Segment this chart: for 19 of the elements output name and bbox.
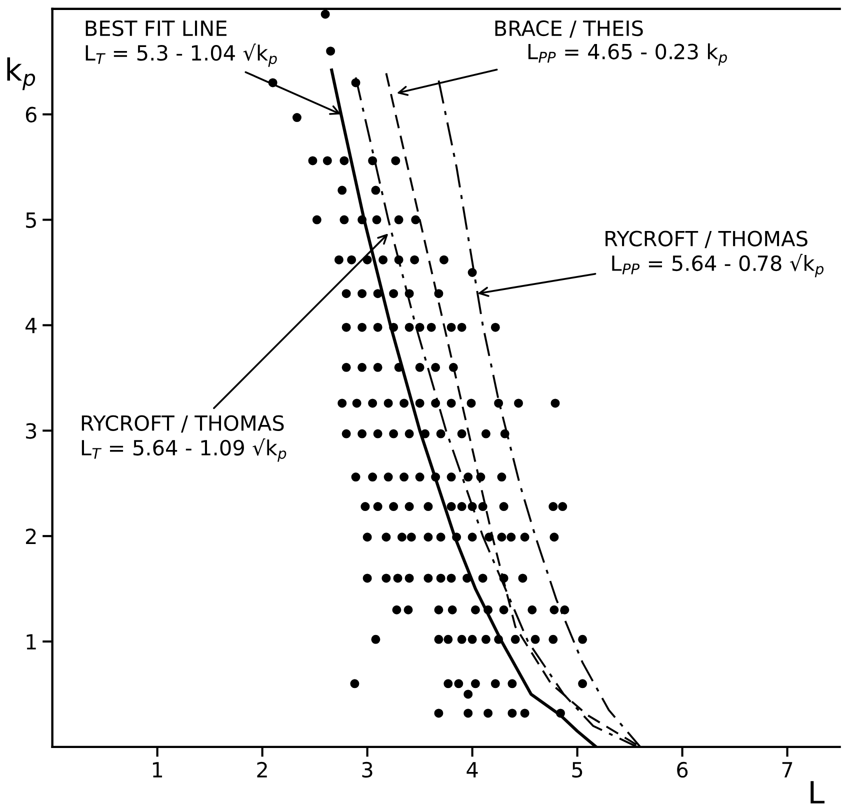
- x-tick-label: 5: [572, 762, 582, 778]
- y-tick-label: 6: [26, 106, 36, 123]
- annotation: RYCROFT / THOMAS L$_{PP}$ = 5.64 - 0.78 √k$_{p}$: [606, 230, 824, 278]
- x-axis-title: L: [810, 781, 824, 804]
- x-tick-label: 4: [466, 762, 478, 778]
- x-tick-label: 2: [257, 762, 267, 778]
- annotation: RYCROFT / THOMAS L$_{T}$ = 5.64 - 1.09 √k$_{p}$: [82, 415, 286, 462]
- x-tick-label: 1: [152, 762, 162, 778]
- x-tick-label: 3: [362, 762, 372, 778]
- y-axis-title: k$_{p}$: [7, 57, 36, 90]
- y-tick-label: 2: [26, 528, 36, 544]
- annotation: BRACE / THEIS L$_{PP}$ = 4.65 - 0.23 k$_{p}$: [495, 20, 727, 66]
- y-tick-label: 1: [26, 634, 36, 650]
- annotation: BEST FIT LINE L$_{T}$ = 5.3 - 1.04 √k$_{p}$: [86, 20, 277, 67]
- y-tick-label: 4: [26, 318, 37, 334]
- x-tick-label: 7: [782, 762, 792, 778]
- y-tick-label: 5: [26, 212, 36, 228]
- y-tick-label: 3: [26, 423, 36, 439]
- x-tick-label: 6: [677, 762, 688, 778]
